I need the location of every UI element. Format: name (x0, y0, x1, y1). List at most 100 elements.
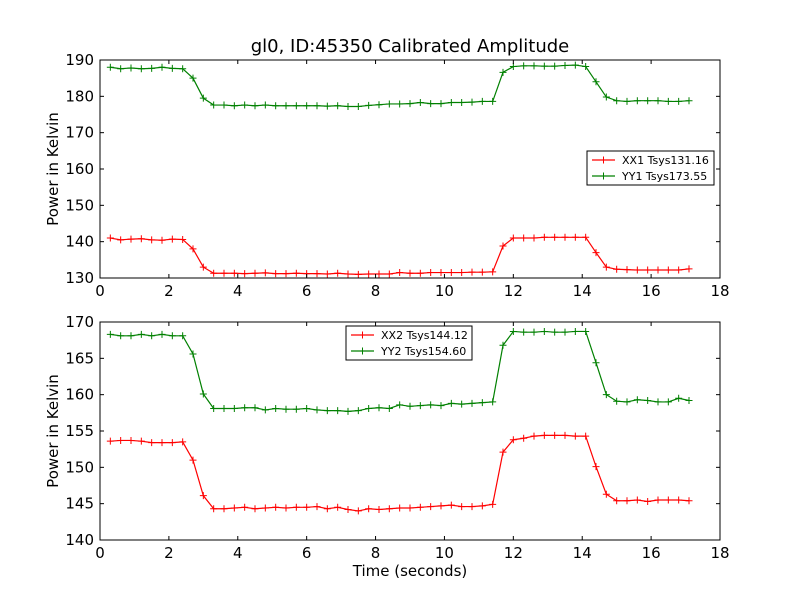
y-tick-label: 150 (65, 458, 94, 476)
legend-swatch-marker (359, 347, 366, 355)
legend-box (345, 325, 473, 361)
data-point (106, 234, 114, 242)
data-point (561, 328, 569, 336)
data-point (354, 103, 362, 111)
data-point (489, 97, 497, 105)
data-point (582, 327, 590, 335)
data-point (478, 399, 486, 407)
data-point (158, 439, 166, 447)
data-point (540, 327, 548, 335)
data-point (396, 401, 404, 409)
data-point (664, 97, 672, 105)
data-point (489, 500, 497, 508)
data-point (406, 402, 414, 410)
data-point (365, 505, 373, 513)
data-point (447, 399, 455, 407)
data-point (478, 97, 486, 105)
data-point (551, 431, 559, 439)
data-point (644, 497, 652, 505)
data-point (179, 438, 187, 446)
data-point (530, 234, 538, 242)
data-point (437, 402, 445, 410)
data-point (282, 405, 290, 413)
data-point (561, 431, 569, 439)
data-point (375, 270, 383, 278)
data-point (592, 78, 600, 86)
data-point (582, 432, 590, 440)
data-point (210, 404, 218, 412)
data-point (282, 270, 290, 278)
data-point (571, 61, 579, 69)
data-point (179, 235, 187, 243)
data-point (220, 269, 228, 277)
data-point (623, 497, 631, 505)
data-point (416, 99, 424, 107)
data-point (416, 402, 424, 410)
data-point (551, 233, 559, 241)
data-point (323, 407, 331, 415)
data-point (375, 505, 383, 513)
data-point (137, 330, 145, 338)
data-point (551, 328, 559, 336)
x-tick-label: 0 (95, 544, 105, 562)
data-point (499, 68, 507, 76)
data-point (685, 97, 693, 105)
x-tick-label: 14 (573, 544, 592, 562)
x-tick-label: 18 (710, 544, 729, 562)
data-point (241, 101, 249, 109)
y-tick-label: 140 (65, 233, 94, 251)
data-point (210, 505, 218, 513)
data-point (230, 102, 238, 110)
data-point (323, 270, 331, 278)
data-point (189, 456, 197, 464)
data-point (313, 102, 321, 110)
y-tick-label: 150 (65, 196, 94, 214)
data-point (220, 101, 228, 109)
series-markers-2 (106, 327, 693, 415)
data-point (530, 432, 538, 440)
x-tick-label: 6 (302, 282, 312, 300)
data-point (520, 434, 528, 442)
data-point (644, 396, 652, 404)
x-tick-label: 16 (642, 544, 661, 562)
data-point (675, 394, 683, 402)
x-tick-label: 14 (573, 282, 592, 300)
data-point (354, 270, 362, 278)
data-point (602, 93, 610, 101)
data-point (396, 504, 404, 512)
data-point (447, 501, 455, 509)
y-tick-label: 165 (65, 349, 94, 367)
data-point (551, 62, 559, 70)
data-point (354, 407, 362, 415)
data-point (344, 103, 352, 111)
data-point (499, 448, 507, 456)
top-subplot: 0 2 4 6 8 10 12 14 16 18 130 140 150 160 170 180 190 Powe… (44, 51, 730, 300)
data-point (385, 505, 393, 513)
legend-swatch-marker (600, 156, 607, 164)
data-point (334, 407, 342, 415)
x-tick-label: 4 (233, 544, 243, 562)
data-point (282, 102, 290, 110)
data-point (468, 503, 476, 511)
series-markers-1 (106, 233, 693, 278)
data-point (334, 503, 342, 511)
data-point (644, 97, 652, 105)
data-point (106, 437, 114, 445)
data-point (520, 328, 528, 336)
data-point (489, 398, 497, 406)
data-point (303, 404, 311, 412)
data-point (168, 332, 176, 340)
data-point (509, 234, 517, 242)
data-point (447, 269, 455, 277)
data-point (530, 328, 538, 336)
data-point (334, 269, 342, 277)
data-point (592, 359, 600, 367)
data-point (106, 330, 114, 338)
data-point (189, 350, 197, 358)
y-tick-label: 140 (65, 531, 94, 549)
x-tick-label: 0 (95, 282, 105, 300)
chart-title: gl0, ID:45350 Calibrated Amplitude (251, 36, 570, 57)
data-point (127, 64, 135, 72)
data-point (261, 269, 269, 277)
